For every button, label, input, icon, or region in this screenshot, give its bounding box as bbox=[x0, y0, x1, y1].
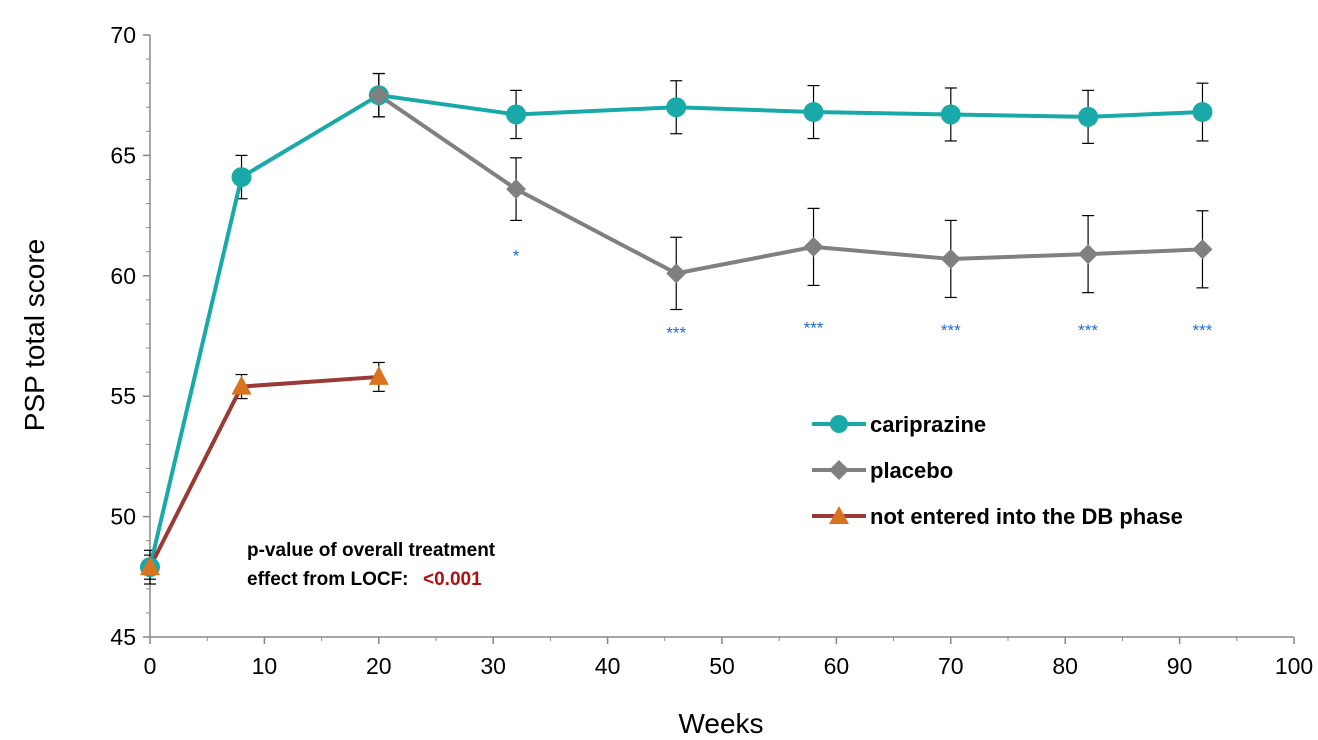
y-tick-label: 45 bbox=[110, 624, 136, 650]
data-point-not-entered-into-the-db-phase bbox=[231, 375, 252, 395]
y-tick-label: 50 bbox=[110, 504, 136, 530]
legend-label-placebo: placebo bbox=[870, 458, 953, 483]
legend-item-placebo: placebo bbox=[812, 458, 953, 483]
significance-marker: *** bbox=[1193, 321, 1213, 340]
data-point-placebo bbox=[666, 263, 687, 284]
y-tick-label: 55 bbox=[110, 383, 136, 409]
x-tick-label: 50 bbox=[709, 653, 735, 679]
data-point-not-entered-into-the-db-phase bbox=[368, 365, 389, 385]
x-axis-title: Weeks bbox=[678, 708, 763, 739]
significance-marker: *** bbox=[941, 321, 961, 340]
data-point-cariprazine bbox=[231, 167, 252, 188]
data-point-not-entered-into-the-db-phase bbox=[140, 556, 160, 576]
p-value-note-line2: effect from LOCF: bbox=[247, 569, 409, 590]
data-point-placebo bbox=[368, 85, 389, 106]
x-tick-label: 90 bbox=[1167, 653, 1193, 679]
significance-marker: *** bbox=[804, 319, 824, 338]
data-point-cariprazine bbox=[666, 97, 687, 118]
data-point-cariprazine bbox=[1192, 102, 1213, 123]
significance-marker: *** bbox=[1078, 321, 1098, 340]
x-tick-label: 0 bbox=[144, 653, 157, 679]
p-value: <0.001 bbox=[423, 569, 482, 590]
x-tick-label: 30 bbox=[480, 653, 506, 679]
data-point-placebo bbox=[940, 248, 961, 269]
y-tick-label: 70 bbox=[110, 22, 136, 48]
x-tick-label: 10 bbox=[252, 653, 278, 679]
y-tick-label: 60 bbox=[110, 263, 136, 289]
series-line-placebo bbox=[377, 93, 1203, 276]
significance-marker: * bbox=[513, 246, 520, 265]
p-value-note: p-value of overall treatment effect from… bbox=[247, 540, 496, 590]
x-tick-label: 60 bbox=[824, 653, 850, 679]
x-tick-label: 100 bbox=[1275, 653, 1313, 679]
x-tick-label: 70 bbox=[938, 653, 964, 679]
x-tick-label: 40 bbox=[595, 653, 621, 679]
data-point-placebo bbox=[1078, 244, 1099, 265]
significance-marker: *** bbox=[666, 323, 686, 342]
significance-annotations: **** *** *** *** *** bbox=[513, 246, 1213, 342]
x-tick-label: 80 bbox=[1052, 653, 1078, 679]
x-tick-label: 20 bbox=[366, 653, 392, 679]
legend-label-not-entered: not entered into the DB phase bbox=[870, 504, 1183, 529]
series-line-not-entered-into-the-db-phase bbox=[148, 374, 379, 569]
p-value-note-line1: p-value of overall treatment bbox=[247, 540, 496, 561]
data-point-placebo bbox=[1192, 239, 1213, 260]
y-axis-title: PSP total score bbox=[19, 239, 50, 431]
y-tick-label: 65 bbox=[110, 142, 136, 168]
data-point-cariprazine bbox=[940, 104, 961, 125]
data-point-cariprazine bbox=[1078, 106, 1099, 127]
y-axis-ticks: 45 50 55 60 65 70 bbox=[110, 22, 150, 650]
legend-item-not-entered: not entered into the DB phase bbox=[812, 504, 1183, 529]
data-point-cariprazine bbox=[803, 102, 824, 123]
legend-item-cariprazine: cariprazine bbox=[812, 412, 986, 437]
legend-label-cariprazine: cariprazine bbox=[870, 412, 986, 437]
data-point-placebo bbox=[803, 236, 824, 257]
series-markers bbox=[140, 85, 1213, 578]
data-point-placebo bbox=[506, 179, 527, 200]
data-point-cariprazine bbox=[506, 104, 527, 125]
x-axis-ticks: 0 10 20 30 40 50 60 70 80 90 100 bbox=[144, 637, 1313, 679]
legend: cariprazine placebo not entered into the… bbox=[812, 412, 1183, 529]
